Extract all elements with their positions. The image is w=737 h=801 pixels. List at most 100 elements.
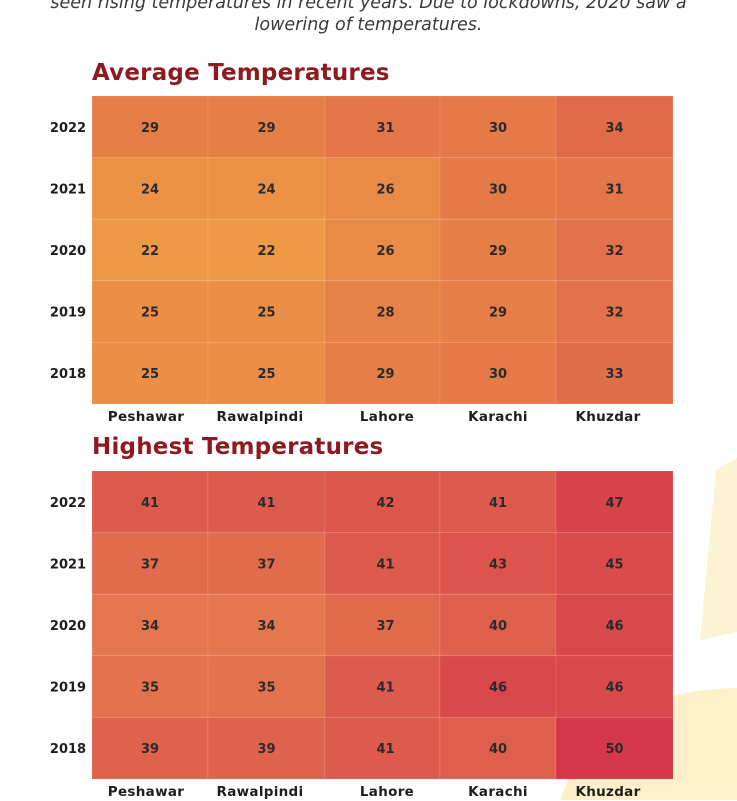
x-label-karachi: Karachi xyxy=(468,784,528,800)
cell-value-2022-lahore: 42 xyxy=(376,496,394,511)
cell-2019-rawalpindi xyxy=(207,280,326,343)
cell-value-2021-karachi: 30 xyxy=(489,182,507,197)
y-label-2021: 2021 xyxy=(50,182,86,197)
x-label-lahore: Lahore xyxy=(360,784,414,800)
cell-value-2019-khuzdar: 46 xyxy=(605,681,623,696)
cell-value-2018-karachi: 30 xyxy=(489,367,507,382)
y-label-2018: 2018 xyxy=(50,367,86,382)
cell-value-2019-rawalpindi: 25 xyxy=(257,306,275,321)
cell-2020-rawalpindi xyxy=(207,218,326,282)
cell-value-2021-peshawar: 24 xyxy=(141,182,159,197)
cell-value-2020-lahore: 37 xyxy=(376,619,394,634)
cell-value-2021-khuzdar: 31 xyxy=(605,182,623,197)
cell-2022-karachi xyxy=(439,470,557,534)
cell-value-2020-rawalpindi: 22 xyxy=(257,244,275,259)
cell-2018-lahore xyxy=(324,341,441,405)
cell-value-2018-khuzdar: 33 xyxy=(605,367,623,382)
cell-value-2022-peshawar: 41 xyxy=(141,496,159,511)
average-temperatures-title: Average Temperatures xyxy=(92,60,390,86)
x-label-lahore: Lahore xyxy=(360,409,414,425)
y-label-2021: 2021 xyxy=(50,557,86,572)
cell-2020-lahore xyxy=(324,593,441,657)
cell-value-2020-khuzdar: 32 xyxy=(605,244,623,259)
cell-2018-rawalpindi xyxy=(207,341,326,405)
cell-2020-karachi xyxy=(439,218,557,282)
y-label-2019: 2019 xyxy=(50,306,86,321)
cell-value-2020-peshawar: 22 xyxy=(141,244,159,259)
cell-value-2020-khuzdar: 46 xyxy=(605,619,623,634)
cell-2018-khuzdar xyxy=(555,341,674,405)
y-label-2019: 2019 xyxy=(50,681,86,696)
intro-line-1: seen rising temperatures in recent years… xyxy=(50,0,687,13)
cell-value-2019-khuzdar: 32 xyxy=(605,306,623,321)
highest-temperatures-heatmap: 2022 41 41 42 41 47 2021 37 37 41 43 45 2020 34 34 37 40… xyxy=(50,470,674,800)
x-label-khuzdar: Khuzdar xyxy=(575,409,640,425)
cell-2018-lahore xyxy=(324,716,441,780)
y-label-2020: 2020 xyxy=(50,244,86,259)
cell-value-2022-rawalpindi: 29 xyxy=(257,121,275,136)
x-label-peshawar: Peshawar xyxy=(108,784,184,800)
cell-value-2019-peshawar: 35 xyxy=(141,681,159,696)
cell-2018-rawalpindi xyxy=(207,716,326,780)
cell-value-2020-rawalpindi: 34 xyxy=(257,619,275,634)
intro-text: seen rising temperatures in recent years… xyxy=(20,0,717,36)
cell-value-2018-rawalpindi: 25 xyxy=(257,367,275,382)
cell-2021-lahore xyxy=(324,532,441,595)
cell-value-2021-peshawar: 37 xyxy=(141,557,159,572)
cell-2019-lahore xyxy=(324,280,441,343)
cell-2019-rawalpindi xyxy=(207,655,326,718)
y-label-2022: 2022 xyxy=(50,496,86,511)
cell-value-2020-lahore: 26 xyxy=(376,244,394,259)
x-label-karachi: Karachi xyxy=(468,409,528,425)
cell-value-2022-rawalpindi: 41 xyxy=(257,496,275,511)
y-label-2018: 2018 xyxy=(50,742,86,757)
cell-value-2019-lahore: 41 xyxy=(376,681,394,696)
cell-2019-lahore xyxy=(324,655,441,718)
cell-2020-khuzdar xyxy=(555,218,674,282)
cell-2021-rawalpindi xyxy=(207,157,326,220)
cell-value-2021-lahore: 41 xyxy=(376,557,394,572)
cell-2018-peshawar xyxy=(91,716,209,780)
highest-temperatures-title: Highest Temperatures xyxy=(92,434,384,460)
x-label-khuzdar: Khuzdar xyxy=(575,784,640,800)
cell-2021-karachi xyxy=(439,532,557,595)
cell-2021-peshawar xyxy=(91,532,209,595)
cell-value-2022-khuzdar: 47 xyxy=(605,496,623,511)
cell-value-2018-lahore: 41 xyxy=(376,742,394,757)
cell-2018-peshawar xyxy=(91,341,209,405)
cell-2019-khuzdar xyxy=(555,280,674,343)
y-label-2020: 2020 xyxy=(50,619,86,634)
cell-value-2019-karachi: 29 xyxy=(489,306,507,321)
cell-2020-peshawar xyxy=(91,593,209,657)
cell-value-2019-lahore: 28 xyxy=(376,306,394,321)
cell-value-2021-rawalpindi: 37 xyxy=(257,557,275,572)
x-label-peshawar: Peshawar xyxy=(108,409,184,425)
cell-2019-karachi xyxy=(439,655,557,718)
cell-2021-rawalpindi xyxy=(207,532,326,595)
cell-2019-peshawar xyxy=(91,280,209,343)
cell-2022-peshawar xyxy=(91,95,209,159)
cell-value-2021-khuzdar: 45 xyxy=(605,557,623,572)
intro-line-2: lowering of temperatures. xyxy=(254,15,483,35)
cell-value-2022-karachi: 30 xyxy=(489,121,507,136)
cell-value-2020-karachi: 29 xyxy=(489,244,507,259)
cell-2020-khuzdar xyxy=(555,593,674,657)
cell-2018-khuzdar xyxy=(555,716,674,780)
cell-2021-peshawar xyxy=(91,157,209,220)
cell-value-2018-peshawar: 39 xyxy=(141,742,159,757)
y-label-2022: 2022 xyxy=(50,121,86,136)
cell-2022-khuzdar xyxy=(555,95,674,159)
cell-2022-karachi xyxy=(439,95,557,159)
average-temperatures-heatmap: 2022 29 29 31 30 34 2021 24 24 26 30 31 2020 22 22 26 29… xyxy=(50,95,674,425)
cell-2022-lahore xyxy=(324,95,441,159)
cell-value-2022-karachi: 41 xyxy=(489,496,507,511)
cell-value-2019-karachi: 46 xyxy=(489,681,507,696)
cell-value-2022-peshawar: 29 xyxy=(141,121,159,136)
cell-2018-karachi xyxy=(439,341,557,405)
cell-value-2018-karachi: 40 xyxy=(489,742,507,757)
cell-value-2020-peshawar: 34 xyxy=(141,619,159,634)
cell-value-2019-peshawar: 25 xyxy=(141,306,159,321)
x-label-rawalpindi: Rawalpindi xyxy=(217,784,304,800)
cell-value-2021-lahore: 26 xyxy=(376,182,394,197)
x-label-rawalpindi: Rawalpindi xyxy=(217,409,304,425)
